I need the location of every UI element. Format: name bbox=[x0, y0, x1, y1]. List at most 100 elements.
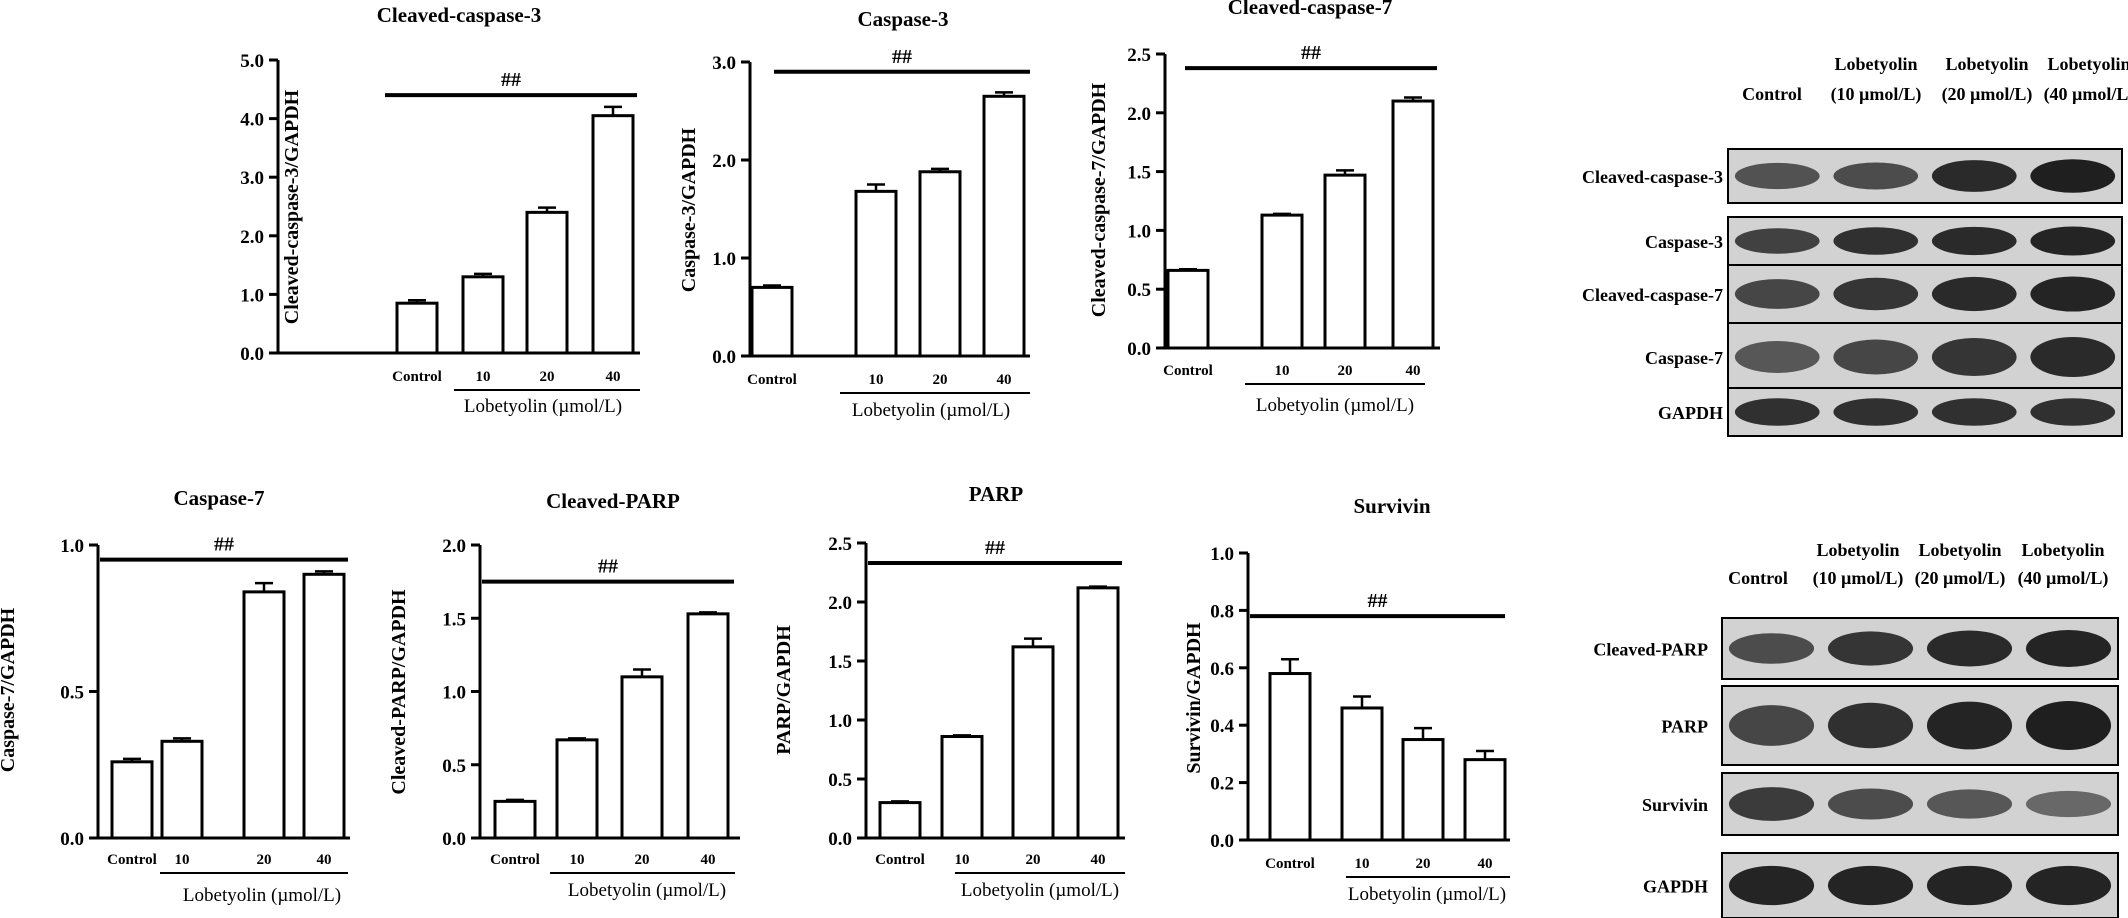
protein-band bbox=[2030, 336, 2116, 378]
y-tick-label: 0.5 bbox=[1127, 280, 1151, 301]
lane-header: (20 µmol/L) bbox=[1915, 568, 2006, 589]
category-label: 20 bbox=[257, 852, 272, 868]
lane-header: (20 µmol/L) bbox=[1942, 84, 2033, 105]
y-tick-label: 1.0 bbox=[1127, 221, 1151, 242]
chart-3: Cleaved-caspase-7 Cleaved-caspase-7/GAPDH… bbox=[1088, 0, 1440, 416]
bar bbox=[1011, 645, 1055, 840]
bar bbox=[1166, 268, 1210, 350]
blot-row-label: Cleaved-caspase-7 bbox=[1582, 285, 1723, 305]
bar bbox=[461, 275, 505, 355]
lane-header: Lobetyolin bbox=[2047, 54, 2128, 74]
chart-6: PARP PARP/GAPDH 0.0 0.5 1.0 1.5 2.0 2.5 Control 1… bbox=[773, 482, 1125, 901]
x-axis-label: Lobetyolin (µmol/L) bbox=[852, 400, 1010, 421]
lane-header: Lobetyolin bbox=[1834, 54, 1917, 74]
y-axis-label: Caspase-3/GAPDH bbox=[678, 127, 700, 292]
blot-row-label: PARP bbox=[1661, 717, 1708, 737]
y-tick-label: 0.5 bbox=[60, 683, 84, 704]
protein-band bbox=[2025, 790, 2112, 818]
bar bbox=[918, 170, 962, 358]
chart-title: Cleaved-caspase-7 bbox=[1228, 0, 1392, 19]
category-label: 20 bbox=[540, 369, 555, 385]
category-label: Control bbox=[747, 372, 797, 388]
chart-title: Cleaved-caspase-3 bbox=[377, 3, 541, 27]
category-label: 10 bbox=[955, 852, 970, 868]
bar bbox=[1463, 758, 1507, 842]
protein-band bbox=[2030, 226, 2116, 256]
category-label: Control bbox=[490, 852, 540, 868]
category-label: 40 bbox=[997, 372, 1012, 388]
protein-band bbox=[1926, 630, 2013, 667]
protein-band bbox=[1833, 227, 1919, 255]
y-tick-label: 1.0 bbox=[828, 711, 852, 732]
y-tick-label: 1.0 bbox=[442, 683, 466, 704]
protein-band bbox=[1827, 788, 1914, 820]
bar bbox=[555, 738, 599, 840]
y-axis-label: Caspase-7/GAPDH bbox=[0, 607, 19, 772]
blot-row-label: Caspase-3 bbox=[1645, 232, 1723, 252]
category-label: 10 bbox=[175, 852, 190, 868]
y-tick-label: 0.5 bbox=[442, 756, 466, 777]
protein-band bbox=[1734, 341, 1820, 373]
y-tick-label: 2.0 bbox=[442, 536, 466, 557]
y-tick-label: 0.5 bbox=[828, 770, 852, 791]
category-label: 10 bbox=[1355, 856, 1370, 872]
category-label: Control bbox=[875, 852, 925, 868]
lane-header: Lobetyolin bbox=[1816, 540, 1899, 560]
protein-band bbox=[2025, 701, 2112, 750]
bar bbox=[1076, 586, 1120, 840]
category-label: Control bbox=[1265, 856, 1315, 872]
y-tick-label: 1.5 bbox=[828, 652, 852, 673]
lane-header: Lobetyolin bbox=[1918, 540, 2001, 560]
blot-row-label: Cleaved-PARP bbox=[1593, 640, 1708, 660]
y-tick-label: 0.0 bbox=[1127, 339, 1151, 360]
protein-band bbox=[1931, 160, 2017, 192]
y-tick-label: 1.0 bbox=[60, 536, 84, 557]
lane-header: Lobetyolin bbox=[2021, 540, 2104, 560]
category-label: Control bbox=[107, 852, 157, 868]
lane-header: Control bbox=[1728, 568, 1788, 588]
y-axis-label: PARP/GAPDH bbox=[773, 625, 795, 755]
bar bbox=[591, 114, 635, 355]
protein-band bbox=[1926, 789, 2013, 819]
category-label: 10 bbox=[476, 369, 491, 385]
chart-5: Cleaved-PARP Cleaved-PARP/GAPDH 0.0 0.5 1.0 1… bbox=[388, 489, 740, 901]
bar bbox=[1340, 706, 1384, 842]
category-label: 20 bbox=[1338, 363, 1353, 379]
category-label: 10 bbox=[570, 852, 585, 868]
x-axis-label: Lobetyolin (µmol/L) bbox=[464, 396, 622, 417]
blot-row-label: GAPDH bbox=[1658, 403, 1723, 423]
blot-row-label: Cleaved-caspase-3 bbox=[1582, 167, 1723, 187]
significance-marker: ## bbox=[1368, 590, 1388, 612]
y-axis-label: Cleaved-caspase-7/GAPDH bbox=[1088, 82, 1110, 317]
protein-band bbox=[1728, 787, 1815, 821]
y-axis-label: Survivin/GAPDH bbox=[1183, 622, 1205, 774]
category-label: 40 bbox=[1091, 852, 1106, 868]
significance-marker: ## bbox=[214, 534, 234, 556]
bar bbox=[750, 285, 794, 358]
y-tick-label: 0.6 bbox=[1210, 659, 1234, 680]
category-label: 40 bbox=[317, 852, 332, 868]
protein-band bbox=[1827, 631, 1914, 666]
significance-marker: ## bbox=[985, 537, 1005, 559]
protein-band bbox=[1833, 277, 1919, 311]
lane-header: (10 µmol/L) bbox=[1813, 568, 1904, 589]
y-tick-label: 2.5 bbox=[1127, 45, 1151, 66]
y-tick-label: 0.0 bbox=[828, 829, 852, 850]
bar bbox=[1391, 99, 1435, 350]
protein-band bbox=[1728, 865, 1815, 906]
bar bbox=[1401, 738, 1445, 842]
y-tick-label: 0.0 bbox=[60, 829, 84, 850]
bar bbox=[242, 590, 286, 840]
protein-band bbox=[1931, 226, 2017, 256]
bar bbox=[302, 572, 346, 840]
protein-band bbox=[1734, 162, 1820, 190]
y-axis-label: Cleaved-caspase-3/GAPDH bbox=[281, 89, 303, 324]
significance-marker: ## bbox=[598, 556, 618, 578]
lane-header: Control bbox=[1742, 84, 1802, 104]
chart-4: Caspase-7 Caspase-7/GAPDH 0.0 0.5 1.0 Control… bbox=[0, 486, 350, 906]
bar bbox=[110, 760, 154, 840]
bar bbox=[1323, 173, 1367, 350]
chart-title: PARP bbox=[969, 482, 1024, 506]
y-tick-label: 2.5 bbox=[828, 534, 852, 555]
